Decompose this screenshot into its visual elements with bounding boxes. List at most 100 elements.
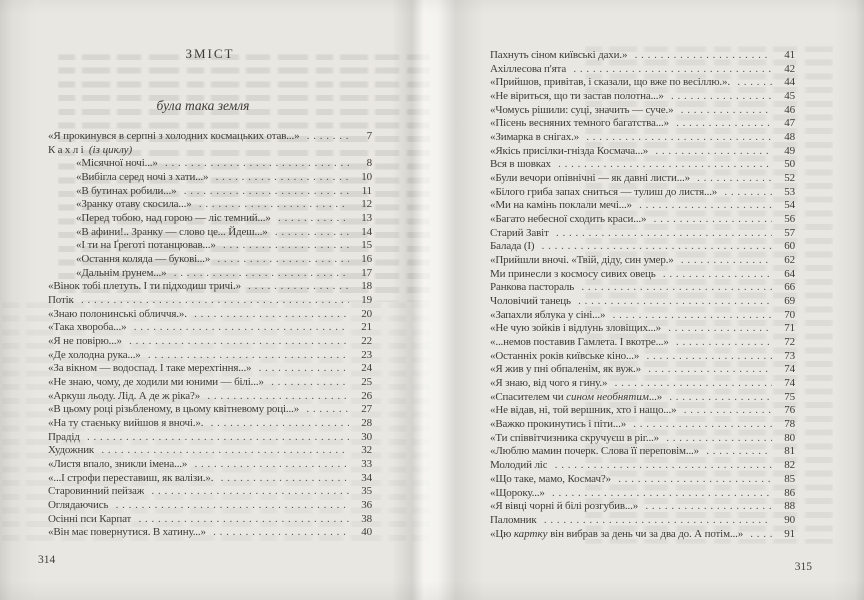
dot-leader: . . . . . . . . . . . . . . . . . . . . … — [554, 459, 772, 472]
page-number-right: 315 — [794, 561, 812, 573]
dot-leader: . . . . . . . . . . . . . . . . . . . . … — [541, 240, 772, 253]
toc-entry: «Ти співвітчизника скручуєш в ріг...» . … — [490, 432, 795, 446]
dot-leader: . . . . . . . . . . . . . . . . . . . . … — [306, 403, 349, 416]
entry-title: «Знаю полонинські обличчя.». — [48, 307, 187, 320]
entry-title: «В цьому році різьбленому, в цьому квітн… — [48, 403, 300, 416]
entry-page-number: 86 — [784, 486, 795, 499]
entry-page-number: 73 — [784, 349, 795, 362]
entry-page-number: 34 — [361, 471, 372, 484]
entry-title: Балада (І) — [490, 240, 535, 253]
toc-entry: «Прийшов, привітав, і сказали, що вже по… — [490, 76, 795, 90]
entry-page-number: 47 — [784, 117, 795, 130]
entry-title: Оглядаючись — [48, 499, 109, 512]
toc-entry: «На ту стаєньку вийшов я вночі.». . . . … — [48, 417, 372, 431]
dot-leader: . . . . . . . . . . . . . . . . . . . . … — [614, 377, 772, 390]
toc-entry: «Не відав, ні, той вершник, хто і нащо..… — [490, 404, 795, 418]
entry-title: «Щороку...» — [490, 486, 545, 499]
toc-entry: «Не знаю, чому, де ходили ми юними — біл… — [48, 376, 372, 390]
toc-title: ЗМІСТ — [185, 46, 235, 61]
toc-entry: «Спасителем чи сином необнятим...» . . .… — [490, 391, 795, 405]
entry-title: «Вінок тобі плетуть. І ти підходиш тричі… — [48, 280, 241, 293]
entry-title: «Прийшли вночі. «Твій, діду, син умер.» — [490, 254, 674, 267]
toc-entry: «Не віриться, що ти застав полотна...» .… — [490, 90, 795, 104]
toc-entry: «Я жив у пні обпаленім, як вуж.» . . . .… — [490, 363, 795, 377]
entry-page-number: 11 — [361, 184, 372, 197]
entry-page-number: 54 — [784, 199, 795, 212]
entry-title: Осінні пси Карпат — [48, 512, 132, 525]
dot-leader: . . . . . . . . . . . . . . . . . . . . … — [277, 212, 347, 225]
toc-entry: «Де холодна рука...» . . . . . . . . . .… — [48, 349, 372, 363]
entry-title: «Він має повернутися. В хатину...» — [48, 526, 206, 539]
entry-page-number: 8 — [366, 157, 373, 170]
entry-title: «Пісень весняних темного багатства...» — [490, 117, 669, 130]
dot-leader: . . . . . . . . . . . . . . . . . . . . … — [194, 458, 348, 471]
entry-page-number: 56 — [784, 213, 795, 226]
entry-title: «Що таке, мамо, Космач?» — [490, 472, 611, 485]
dot-leader: . . . . . . . . . . . . . . . . . . . . … — [248, 280, 349, 293]
dot-leader: . . . . . . . . . . . . . . . . . . . . … — [676, 336, 771, 349]
entry-title: «...І строфи переставиш, як валізи.». — [48, 471, 214, 484]
toc-entry: «...немов поставив Гамлета. І вкотре...»… — [490, 336, 795, 350]
dot-leader: . . . . . . . . . . . . . . . . . . . . … — [669, 390, 771, 403]
dot-leader: . . . . . . . . . . . . . . . . . . . . … — [680, 103, 772, 116]
toc-entry: «Ми на камінь поклали мечі...» . . . . .… — [490, 199, 795, 213]
toc-entry: «Важко прокинутись і піти...» . . . . . … — [490, 418, 795, 432]
entry-page-number: 80 — [784, 431, 795, 444]
entry-title: «На ту стаєньку вийшов я вночі.». — [48, 417, 204, 430]
entry-title: «Я вівці чорні й білі розгубив...» — [490, 500, 639, 513]
dot-leader: . . . . . . . . . . . . . . . . . . . . … — [86, 430, 349, 443]
entry-page-number: 33 — [361, 458, 372, 471]
dot-leader: . . . . . . . . . . . . . . . . . . . . … — [183, 184, 349, 197]
entry-page-number: 78 — [784, 418, 795, 431]
entry-page-number: 74 — [784, 377, 795, 390]
dot-leader: . . . . . . . . . . . . . . . . . . . . … — [633, 418, 772, 431]
entry-title: «Дальнім ґрунем...» — [76, 266, 167, 279]
dot-leader: . . . . . . . . . . . . . . . . . . . . … — [737, 76, 772, 89]
entry-page-number: 76 — [784, 404, 795, 417]
toc-entries-left: «Я прокинувся в серпні з холодних космац… — [48, 130, 372, 540]
dot-leader: . . . . . . . . . . . . . . . . . . . . … — [670, 90, 772, 103]
dot-leader: . . . . . . . . . . . . . . . . . . . . … — [194, 307, 347, 320]
toc-entry: «Місячної ночі...» . . . . . . . . . . .… — [48, 157, 372, 171]
toc-entries-right: Пахнуть сіном київські дахи.» . . . . . … — [490, 49, 795, 541]
entry-title: «Не чую зойків і відлунь зловіщих...» — [490, 322, 662, 335]
dot-leader: . . . . . . . . . . . . . . . . . . . . … — [133, 321, 349, 334]
entry-page-number: 10 — [361, 171, 372, 184]
entry-title: «Ми на камінь поклали мечі...» — [490, 199, 632, 212]
dot-leader: . . . . . . . . . . . . . . . . . . . . … — [173, 266, 346, 279]
entry-title: Ранкова пастораль — [490, 281, 575, 294]
dot-leader: . . . . . . . . . . . . . . . . . . . . … — [552, 486, 770, 499]
entry-title: «Остання коляда — букові...» — [76, 253, 211, 266]
entry-page-number: 20 — [361, 307, 372, 320]
entry-title: «І ти на Ґреготі потанцював...» — [76, 239, 216, 252]
entry-title: «Не знаю, чому, де ходили ми юними — біл… — [48, 376, 264, 389]
dot-leader: . . . . . . . . . . . . . . . . . . . . … — [666, 431, 772, 444]
entry-title: «Я жив у пні обпаленім, як вуж.» — [490, 363, 641, 376]
entry-title: «В бутинах робили...» — [76, 184, 177, 197]
entry-page-number: 28 — [361, 417, 372, 430]
toc-entry: «Я знаю, від чого я гину.» . . . . . . .… — [490, 377, 795, 391]
entry-title: Художник — [48, 444, 95, 457]
entry-title: «Якісь присілки-гнізда Космача...» — [490, 144, 649, 157]
entry-title: «Прийшов, привітав, і сказали, що вже по… — [490, 76, 730, 89]
toc-entry: Оглядаючись . . . . . . . . . . . . . . … — [48, 499, 372, 513]
toc-entry: «Щороку...» . . . . . . . . . . . . . . … — [490, 487, 795, 501]
entry-title: Вся в шовках — [490, 158, 551, 171]
entry-page-number: 40 — [361, 526, 372, 539]
entry-page-number: 41 — [784, 49, 795, 61]
dot-leader: . . . . . . . . . . . . . . . . . . . . … — [198, 198, 349, 211]
entry-title: «За вікном — водоспад. І таке мерехтіння… — [48, 362, 252, 375]
entry-title: Ми принесли з космосу сивих овець — [490, 267, 656, 280]
toc-entry: «Зимарка в снігах.» . . . . . . . . . . … — [490, 131, 795, 145]
dot-leader: . . . . . . . . . . . . . . . . . . . . … — [81, 294, 349, 307]
entry-title: «В афини!.. Зранку — слово це... Йдеш...… — [76, 225, 268, 238]
entry-page-number: 49 — [784, 144, 795, 157]
entry-page-number: 88 — [784, 500, 795, 513]
dot-leader: . . . . . . . . . . . . . . . . . . . . … — [648, 363, 772, 376]
dot-leader: . . . . . . . . . . . . . . . . . . . . … — [165, 157, 349, 170]
entry-title: Прадід — [48, 430, 80, 443]
entry-page-number: 74 — [784, 363, 795, 376]
toc-entry: «В бутинах робили...» . . . . . . . . . … — [48, 185, 372, 199]
entry-title: «Спасителем чи сином необнятим...» — [490, 390, 663, 403]
